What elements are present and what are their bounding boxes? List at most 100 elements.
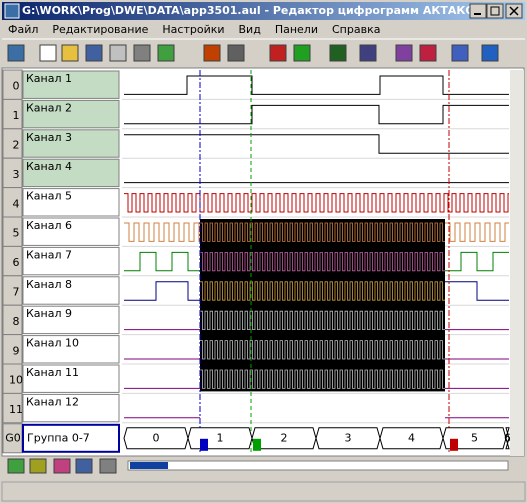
dense-waveform [200, 252, 445, 272]
menu-item[interactable]: Справка [332, 23, 380, 36]
toolbar-button[interactable] [85, 44, 103, 62]
tool-button[interactable] [7, 458, 25, 474]
channel-index: 5 [13, 227, 20, 240]
waveform [124, 104, 509, 125]
scroll-thumb[interactable] [130, 462, 168, 469]
tool-button[interactable] [53, 458, 71, 474]
bottom-toolbar [1, 458, 526, 502]
channel-index-cell [2, 392, 23, 424]
channel-name-cell[interactable] [22, 70, 120, 99]
channel-index: 9 [13, 344, 20, 357]
status-bar [1, 481, 526, 502]
toolbar-button[interactable] [293, 44, 311, 62]
channel-index: 4 [13, 197, 20, 210]
channel-name-cell[interactable] [22, 158, 120, 188]
menu-item[interactable]: Панели [275, 23, 318, 36]
menu-bar: Файл Редактирование Настройки Вид Панели Спра… [8, 23, 380, 36]
app-icon [4, 3, 20, 19]
menu-item[interactable]: Файл [8, 23, 38, 36]
channel-name: Канал 1 [26, 72, 72, 85]
menu-item[interactable]: Настройки [162, 23, 224, 36]
toolbar-button[interactable] [395, 44, 413, 62]
toolbar-button[interactable] [329, 44, 347, 62]
toolbar-button[interactable] [269, 44, 287, 62]
bus-value: 1 [217, 431, 224, 444]
toolbar-button[interactable] [419, 44, 437, 62]
toolbar-button[interactable] [61, 44, 79, 62]
channel-name: Канал 7 [26, 248, 72, 261]
minimize-button[interactable] [469, 3, 487, 19]
channel-index: 2 [13, 139, 20, 152]
channel-name: Канал 4 [26, 160, 72, 173]
channel-name-cell[interactable] [22, 188, 120, 217]
channel-name: Канал 12 [26, 395, 79, 408]
menu-item[interactable]: Редактирование [52, 23, 148, 36]
bus-value: 2 [281, 431, 288, 444]
vertical-scrollbar[interactable] [510, 70, 524, 456]
toolbar-button[interactable] [109, 44, 127, 62]
channel-name: Канал 5 [26, 190, 72, 203]
horizontal-scrollbar[interactable] [127, 460, 509, 471]
toolbar-button[interactable] [451, 44, 469, 62]
channel-name: Канал 3 [26, 131, 72, 144]
channel-name-cell[interactable] [22, 217, 120, 246]
channel-name: Канал 9 [26, 307, 72, 320]
channel-name-cell[interactable] [22, 129, 120, 158]
channel-name-cell[interactable] [22, 276, 120, 305]
channel-index: 3 [13, 168, 20, 181]
waveform [124, 75, 509, 95]
toolbar-button[interactable] [39, 44, 57, 62]
channel-name: Канал 10 [26, 337, 79, 350]
dense-waveform [200, 369, 445, 389]
channel-index: 0 [13, 80, 20, 93]
channel-name-cell[interactable] [22, 246, 120, 276]
cursor-marker [450, 438, 458, 451]
waveform [124, 251, 509, 272]
channel-index: 8 [13, 315, 20, 328]
toolbar-button[interactable] [7, 44, 25, 62]
title-bar [2, 2, 525, 20]
toolbar-button[interactable] [227, 44, 245, 62]
channel-name: Канал 8 [26, 278, 72, 291]
channel-index: 10 [9, 374, 23, 387]
toolbar-button[interactable] [157, 44, 175, 62]
channel-index: 7 [13, 286, 20, 299]
waveform [124, 193, 509, 213]
group-index: G0 [5, 431, 21, 444]
waveform [124, 281, 509, 301]
dense-waveform [200, 222, 445, 242]
cursor-marker [253, 438, 261, 451]
channel-name-cell[interactable] [22, 335, 120, 364]
dense-waveform [200, 281, 445, 301]
channel-name: Канал 2 [26, 101, 72, 114]
toolbar-button[interactable] [481, 44, 499, 62]
channel-name-cell[interactable] [22, 364, 120, 393]
window-title: G:\WORK\Prog\DWE\DATA\app3501.aul - Реда… [22, 4, 486, 17]
waveform [124, 222, 509, 242]
cursor-marker [200, 438, 208, 451]
channel-name-cell[interactable] [22, 305, 120, 335]
bus-value: 4 [408, 431, 415, 444]
channel-index: 6 [13, 256, 20, 269]
channel-name-cell[interactable] [22, 393, 120, 423]
toolbar [2, 38, 525, 62]
window-buttons [469, 3, 523, 19]
toolbar-button[interactable] [359, 44, 377, 62]
toolbar-button[interactable] [133, 44, 151, 62]
channel-name: Канал 11 [26, 366, 79, 379]
bus-value: 5 [471, 431, 478, 444]
toolbar-button[interactable] [203, 44, 221, 62]
menu-item[interactable]: Вид [239, 23, 262, 36]
bus-value: 3 [345, 431, 352, 444]
channel-index: 11 [9, 403, 23, 416]
channel-index: 1 [13, 109, 20, 122]
maximize-button[interactable] [486, 3, 504, 19]
tool-button[interactable] [99, 458, 117, 474]
dense-waveform [200, 310, 445, 330]
tool-button[interactable] [75, 458, 93, 474]
group-name-cell[interactable] [22, 423, 120, 453]
channel-name-cell[interactable] [22, 99, 120, 129]
tool-button[interactable] [29, 458, 47, 474]
